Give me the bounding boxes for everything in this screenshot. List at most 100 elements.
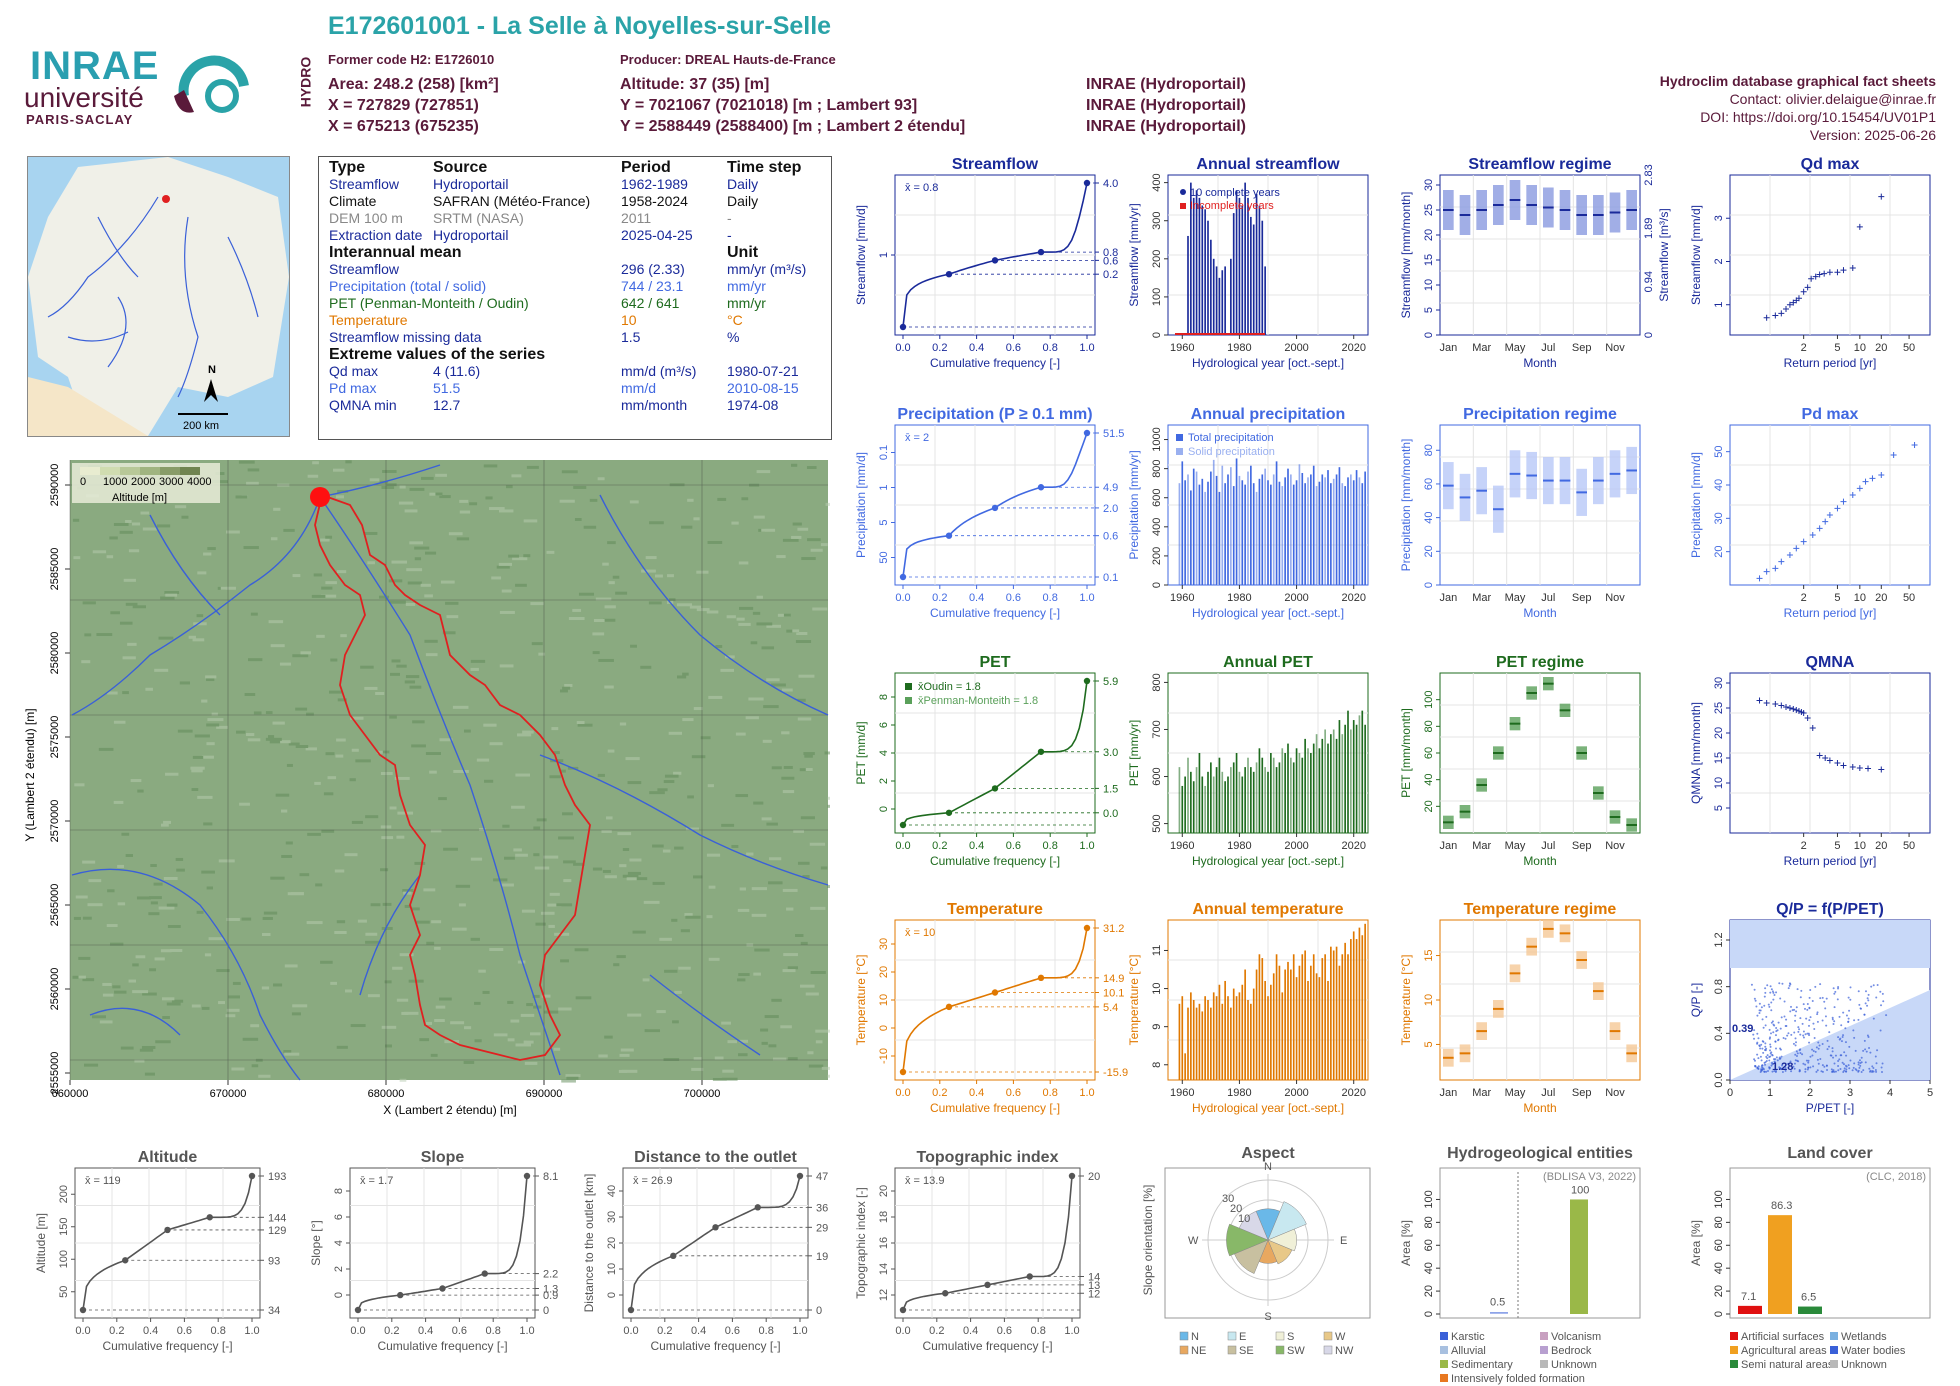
x-tick-label: 0.6	[1006, 1087, 1021, 1099]
relief-texture	[160, 823, 169, 827]
relief-texture	[407, 581, 422, 585]
return-point	[1763, 568, 1770, 575]
annual-bar	[1187, 235, 1189, 335]
relief-texture	[174, 505, 187, 509]
annual-bar	[1210, 762, 1212, 833]
month-label: Mar	[1472, 342, 1491, 354]
relief-texture	[558, 836, 574, 840]
legend-label: Wetlands	[1841, 1331, 1887, 1343]
relief-texture	[350, 716, 364, 720]
inrae-logo: INRAE	[30, 44, 160, 88]
annual-bar	[1212, 258, 1215, 335]
relief-texture	[663, 780, 675, 784]
x-tick-label: 0.4	[969, 342, 984, 354]
relief-texture	[489, 947, 504, 951]
incomplete-years-bar	[1175, 333, 1265, 335]
return-point	[1834, 269, 1841, 276]
relief-texture	[761, 646, 775, 650]
relief-texture	[238, 460, 255, 464]
db-title: Hydroclim database graphical fact sheets	[1659, 73, 1936, 89]
relief-texture	[367, 994, 380, 998]
y-tick-label: 10	[1713, 777, 1725, 789]
annual-bar	[1258, 954, 1261, 1080]
qp-point	[1885, 1014, 1888, 1017]
qp-point	[1769, 985, 1772, 988]
relief-texture	[500, 883, 514, 887]
annual-bar	[1355, 724, 1358, 833]
annual-bar	[1255, 969, 1258, 1080]
y-tick-label: 0	[878, 1025, 890, 1031]
relief-texture	[538, 652, 546, 656]
qp-point	[1853, 1019, 1856, 1022]
y-axis-label: Temperature [°C]	[1399, 955, 1413, 1046]
qp-point	[1780, 1016, 1783, 1019]
qp-point	[1794, 1053, 1797, 1056]
y-axis-label: Temperature [°C]	[854, 955, 868, 1046]
relief-texture	[132, 605, 147, 609]
qp-point	[1802, 1034, 1805, 1037]
quantile-point	[754, 1204, 761, 1211]
annual-bar	[1272, 757, 1275, 833]
x-tick-label: 0.4	[969, 840, 984, 852]
qp-point	[1765, 1015, 1768, 1018]
relief-texture	[753, 972, 761, 976]
quantile-point	[79, 1306, 87, 1314]
y-tick-label: 200	[1151, 547, 1163, 565]
qp-point	[1819, 1057, 1822, 1060]
qp-point	[1794, 1037, 1797, 1040]
hdr-mean: Interannual mean	[329, 244, 462, 261]
return-point	[1862, 478, 1869, 485]
relief-texture	[295, 707, 308, 711]
qp-point	[1775, 1026, 1778, 1029]
qp-point	[1769, 1055, 1772, 1058]
mean-name: Streamflow missing data	[329, 329, 482, 345]
quantile-point	[1083, 677, 1091, 685]
y-tick-label: 60	[1423, 478, 1435, 490]
x-axis-label: Month	[1523, 1101, 1556, 1115]
row-type: Streamflow	[329, 176, 400, 192]
doi[interactable]: DOI: https://doi.org/10.15454/UV01P1	[1700, 109, 1936, 125]
annual-bar	[1244, 182, 1246, 335]
x-tick-label: 20	[1875, 592, 1887, 604]
qp-point	[1760, 1064, 1763, 1067]
x-tick-label: 3	[1847, 1087, 1853, 1099]
annual-bar	[1338, 467, 1341, 585]
relief-texture	[429, 770, 437, 774]
relief-texture	[236, 730, 246, 734]
relief-texture	[601, 829, 612, 833]
relief-texture	[389, 806, 397, 810]
quantile-point	[899, 1306, 907, 1314]
relief-texture	[72, 518, 80, 522]
annual-bar	[1255, 194, 1258, 335]
right-tick-label: 10.1	[1103, 988, 1124, 1000]
annual-bar	[1210, 1007, 1212, 1080]
return-point	[1822, 518, 1829, 525]
relief-texture	[474, 1039, 482, 1043]
x-tick-label: 1980	[1227, 1087, 1251, 1099]
qp-point	[1868, 1067, 1871, 1070]
relief-texture	[132, 963, 139, 967]
relief-texture	[216, 725, 228, 729]
relief-texture	[206, 742, 215, 746]
relief-texture	[748, 697, 764, 701]
relief-texture	[470, 667, 479, 671]
qp-point	[1766, 984, 1769, 987]
relief-texture	[496, 565, 510, 569]
relief-texture	[720, 668, 735, 672]
relief-texture	[782, 790, 795, 794]
relief-texture	[164, 591, 180, 595]
contact[interactable]: Contact: olivier.delaigue@inrae.fr	[1729, 91, 1936, 107]
map-y-tick-label: 2565000	[49, 884, 61, 927]
x-axis-label: Cumulative frequency [-]	[930, 356, 1060, 370]
annual-bar	[1310, 753, 1312, 833]
qp-point	[1776, 1059, 1779, 1062]
y-tick-label: 25	[1713, 702, 1725, 714]
qp-point	[1811, 999, 1814, 1002]
map-x-tick-label: 680000	[368, 1088, 405, 1100]
qp-point	[1866, 1034, 1869, 1037]
relief-texture	[619, 722, 627, 726]
x-tick-label: 5	[1927, 1087, 1933, 1099]
qp-point	[1756, 1041, 1759, 1044]
legend-label: Agricultural areas	[1741, 1345, 1827, 1357]
relief-texture	[306, 921, 323, 925]
